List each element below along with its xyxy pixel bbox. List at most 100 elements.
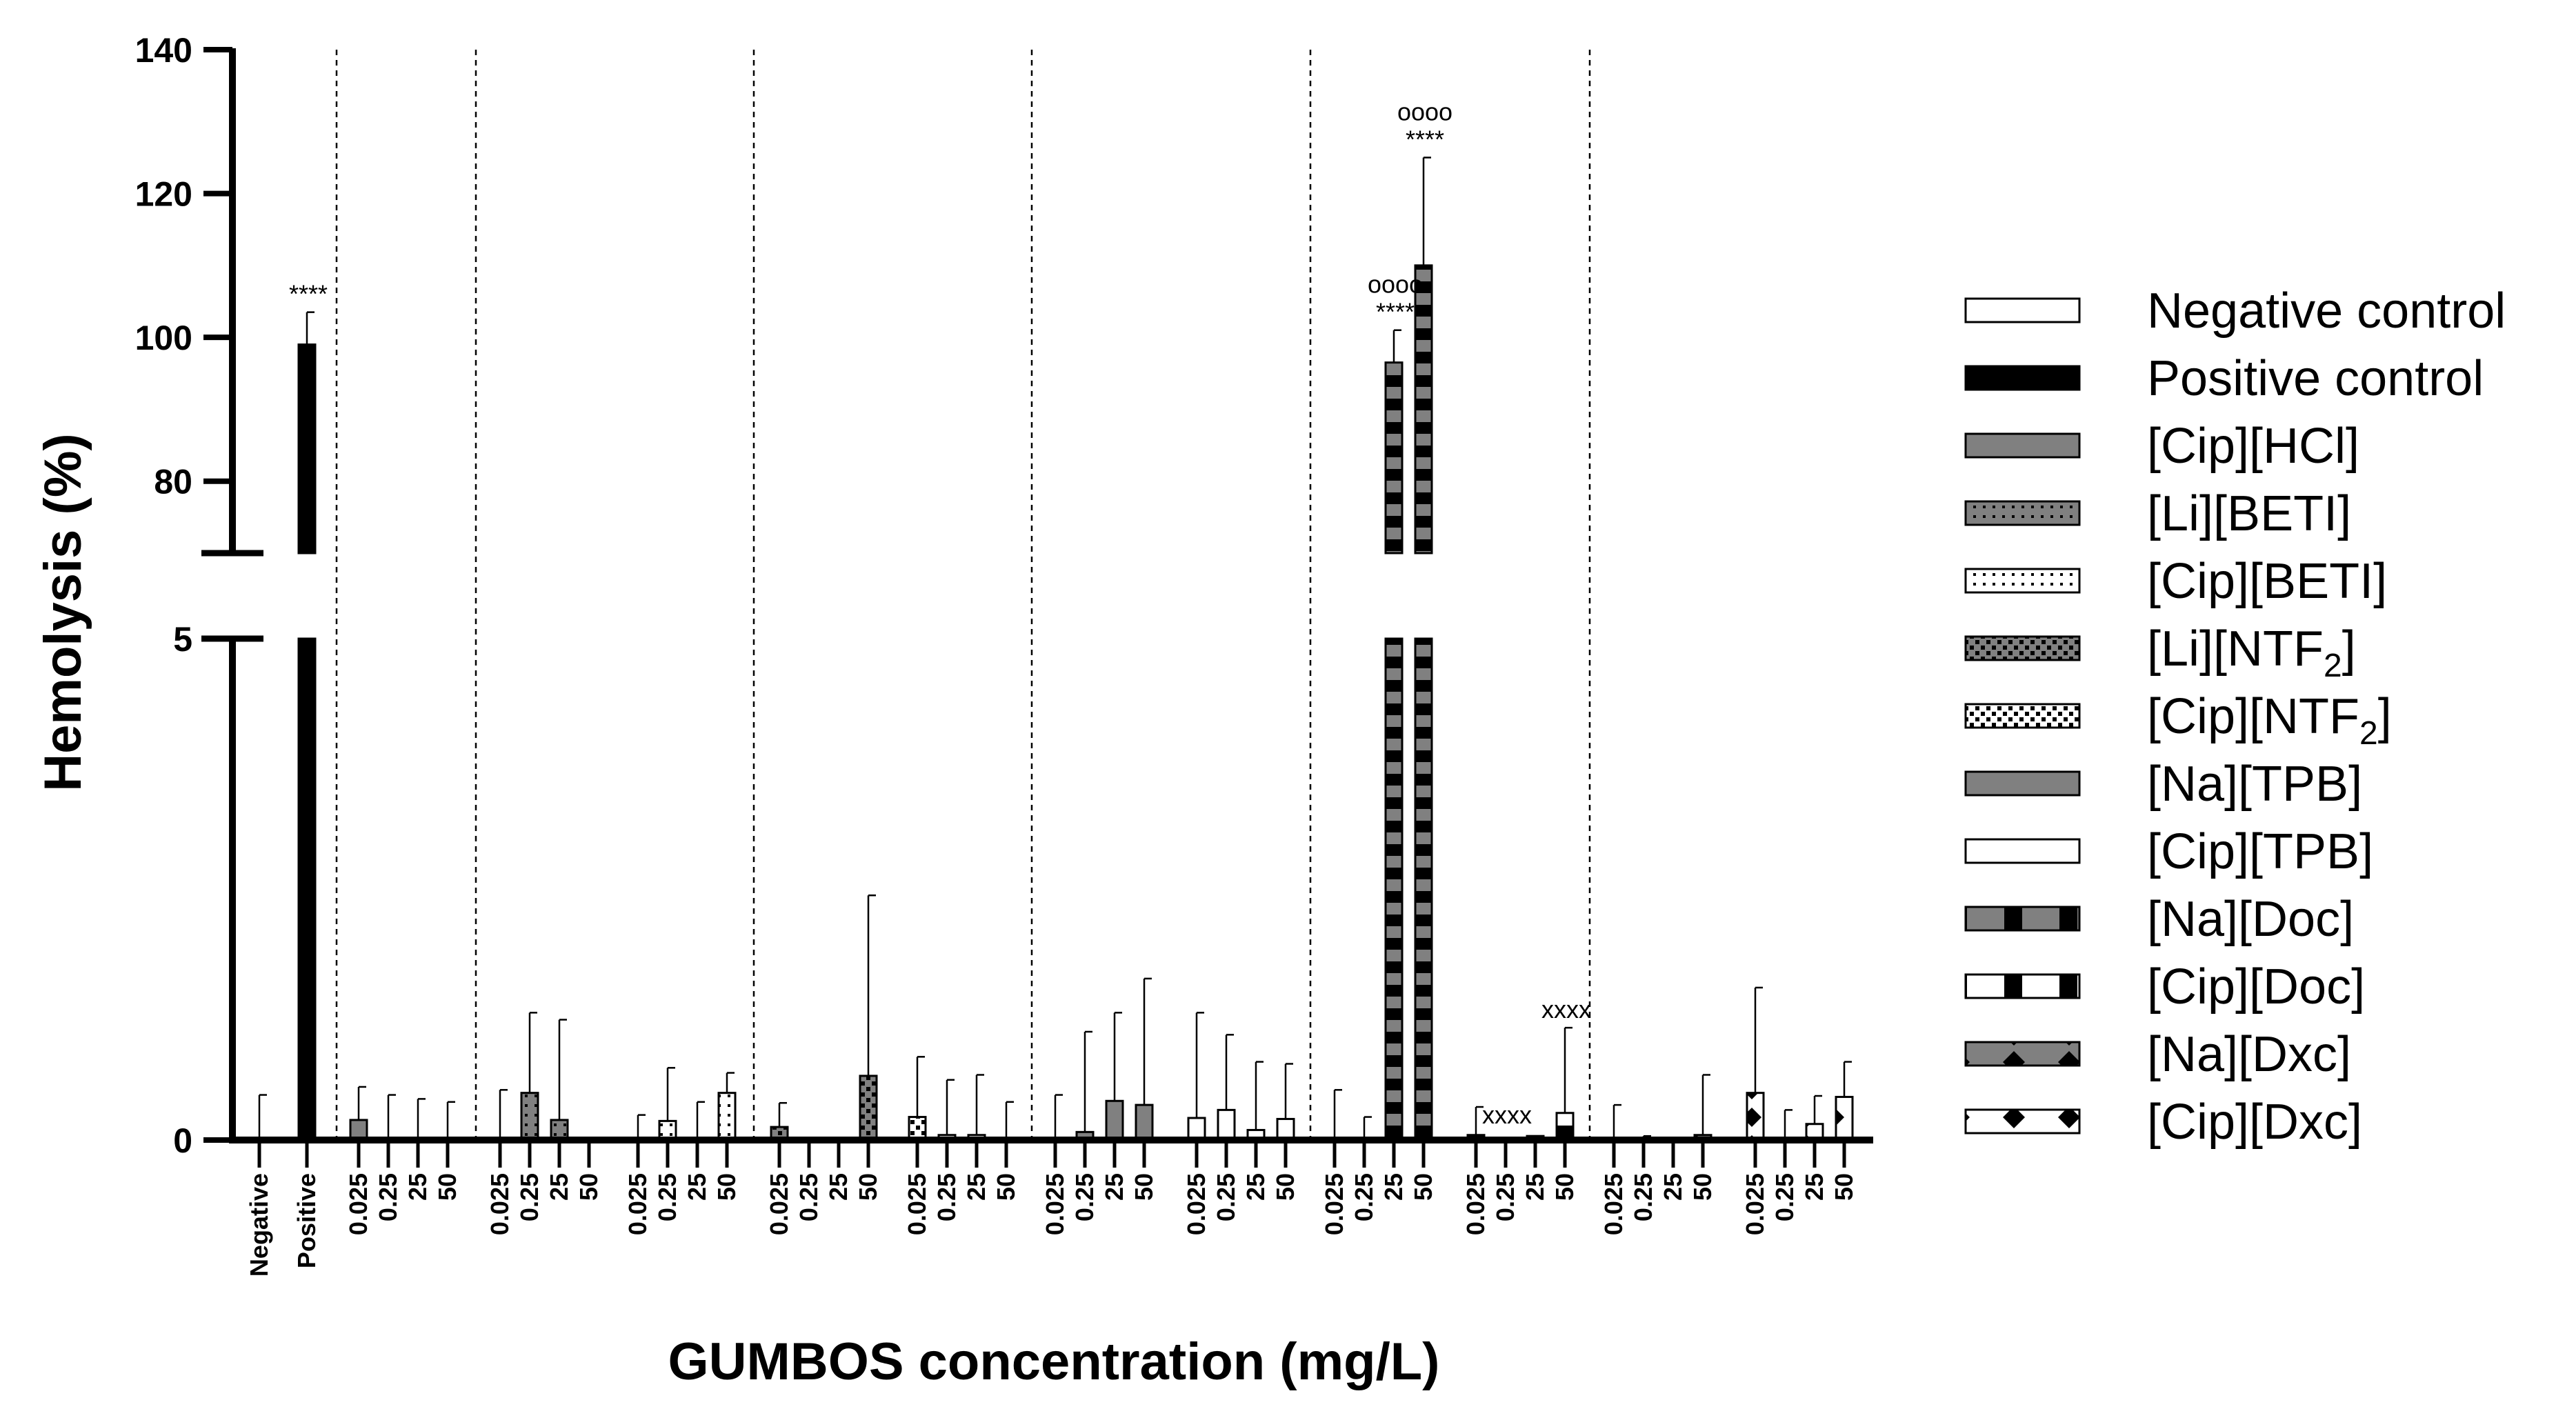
x-tick-label: 25: [1241, 1173, 1270, 1201]
error-bar: [1613, 1103, 1621, 1140]
legend-item: [Li][NTF2]: [1964, 621, 2356, 684]
error-bar: [916, 1056, 925, 1117]
legend-swatch-pattern: [1966, 1110, 2079, 1133]
bar-cipdxc-25-pattern: [1806, 1123, 1823, 1140]
x-tick-label: 50: [712, 1173, 741, 1201]
legend-label: [Li][BETI]: [2147, 486, 2351, 541]
x-tick-label: Negative: [245, 1173, 273, 1277]
error-bar: [387, 1094, 396, 1140]
x-tick-label: 50: [1830, 1173, 1858, 1201]
x-tick-label: 25: [1800, 1173, 1828, 1201]
legend-item: [Cip][Dxc]: [1964, 1095, 2362, 1150]
error-bar: [1054, 1094, 1063, 1140]
error-bar: [446, 1101, 455, 1140]
legend-swatch-pattern: [1966, 975, 2079, 998]
x-tick-labels: Negative Positive 0.025 0.25 25 50 0.025 0.25 25…: [245, 1140, 1858, 1277]
x-tick-label: 50: [433, 1173, 461, 1201]
x-tick-label: Positive: [292, 1173, 321, 1268]
x-tick-label: 0.25: [374, 1173, 402, 1221]
legend-swatch: [1964, 432, 2081, 459]
x-tick-label: 0.025: [1461, 1173, 1490, 1235]
bar-nadoc-50-pattern: [1415, 639, 1432, 1140]
bar-cipdoc-50-pattern: [1557, 1112, 1573, 1140]
x-tick-label: 0.025: [1320, 1173, 1348, 1235]
x-tick-label: 25: [545, 1173, 573, 1201]
error-bar: [1392, 329, 1401, 363]
error-bar: [1813, 1095, 1822, 1124]
bar-cipntf2-0_025-pattern: [909, 1117, 926, 1140]
y-tick-label: 120: [135, 175, 192, 214]
x-tick-label: 0.025: [486, 1173, 514, 1235]
x-tick-label: 25: [1521, 1173, 1549, 1201]
error-bars: [258, 157, 1852, 1140]
error-bar: [258, 1094, 267, 1140]
legend-label: [Cip][Doc]: [2147, 959, 2365, 1015]
legend-swatch-pattern: [1966, 637, 2079, 660]
bar-cipdxc-0_025-pattern: [1747, 1092, 1764, 1140]
legend-label: [Na][Doc]: [2147, 892, 2354, 947]
legend-label: [Na][TPB]: [2147, 757, 2362, 812]
legend-label: [Cip][HCl]: [2147, 419, 2359, 474]
error-bar: [696, 1101, 705, 1140]
x-tick-label: 25: [962, 1173, 990, 1201]
axes: 0 5 80 100 120 140: [135, 31, 1873, 1160]
bar-nadoc-25-pattern: [1386, 362, 1402, 553]
error-bar: [1333, 1089, 1342, 1140]
x-tick-label: 0.25: [1491, 1173, 1519, 1221]
error-bar: [726, 1072, 735, 1093]
x-tick-label: 0.25: [932, 1173, 961, 1221]
bar-libeti-0_25-pattern: [521, 1092, 538, 1140]
x-tick-label: 0.025: [1741, 1173, 1769, 1235]
y-tick-label: 80: [154, 463, 192, 501]
legend: Negative control Positive control [Cip][HC…: [1964, 283, 2506, 1150]
x-axis-label: GUMBOS concentration (mg/L): [668, 1332, 1440, 1391]
error-bar: [1143, 977, 1152, 1106]
x-tick-label: 0.25: [653, 1173, 681, 1221]
x-tick-label: 50: [1130, 1173, 1158, 1201]
error-bar: [1195, 1012, 1204, 1119]
x-tick-label: 0.025: [1599, 1173, 1628, 1235]
bar-nadoc-25-pattern: [1386, 639, 1402, 1140]
error-bar: [1084, 1030, 1092, 1132]
significance-marker: ****: [1376, 298, 1415, 326]
legend-item: Negative control: [1964, 283, 2506, 339]
bars: [297, 264, 1854, 1141]
error-bar: [637, 1114, 646, 1140]
x-tick-label: 0.025: [1182, 1173, 1210, 1235]
x-tick-label: 0.025: [903, 1173, 931, 1235]
legend-label: Positive control: [2147, 351, 2484, 406]
error-bar: [357, 1086, 366, 1120]
legend-item: [Na][Doc]: [1964, 892, 2354, 947]
error-bar: [306, 311, 314, 345]
legend-label: [Cip][NTF2]: [2147, 689, 2392, 752]
x-tick-label: 50: [1550, 1173, 1579, 1201]
x-tick-label: 50: [1271, 1173, 1299, 1201]
y-axis-label: Hemolysis (%): [34, 433, 92, 792]
error-bar: [1784, 1109, 1793, 1140]
legend-swatch-pattern: [1966, 907, 2079, 930]
x-tick-label: 50: [575, 1173, 603, 1201]
error-bar: [1422, 157, 1431, 266]
x-tick-label: 50: [992, 1173, 1020, 1201]
error-bar: [867, 894, 876, 1076]
legend-swatch: [1964, 838, 2081, 864]
bar-lintf2-50-pattern: [860, 1075, 877, 1140]
bar-ciptpb-0_25: [1217, 1108, 1236, 1141]
legend-swatch: [1964, 365, 2081, 391]
x-tick-label: 0.25: [1770, 1173, 1799, 1221]
error-bar: [666, 1067, 675, 1121]
bar-nadoc-50-pattern: [1415, 265, 1432, 553]
legend-swatch-pattern: [1966, 704, 2079, 728]
y-tick-label: 5: [173, 620, 192, 659]
y-tick-label: 140: [135, 31, 192, 70]
x-tick-label: 0.025: [765, 1173, 793, 1235]
legend-label: [Cip][BETI]: [2147, 554, 2387, 609]
error-bar: [1005, 1101, 1014, 1140]
x-tick-label: 25: [683, 1173, 711, 1201]
error-bar: [946, 1079, 955, 1135]
significance-marker: ****: [289, 280, 328, 308]
significance-marker: xxxx: [1482, 1101, 1532, 1129]
bar-natpb-25: [1105, 1099, 1124, 1141]
x-tick-label: 0.25: [1350, 1173, 1378, 1221]
